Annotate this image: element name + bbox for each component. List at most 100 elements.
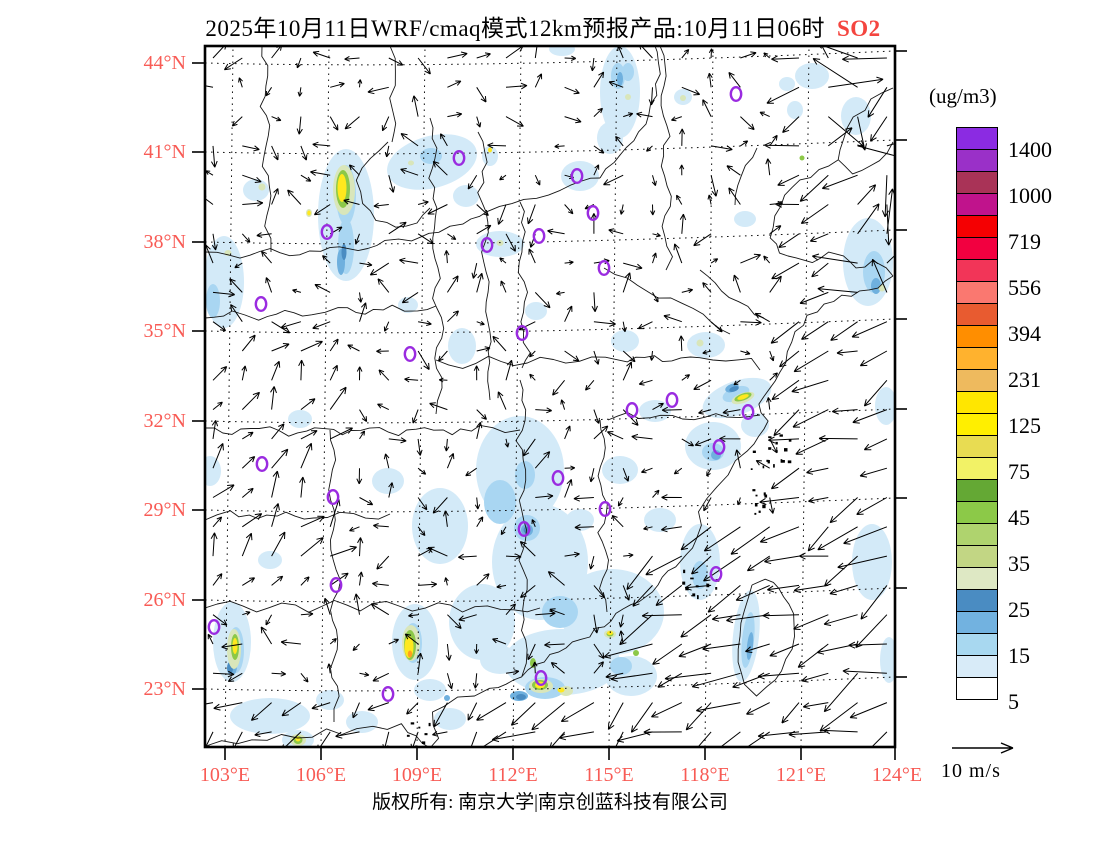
wind-vector — [491, 731, 536, 743]
city-marker — [741, 404, 755, 421]
wind-vector — [593, 425, 609, 440]
wind-vector — [229, 278, 243, 293]
wind-vector — [280, 321, 302, 330]
wind-vector — [322, 255, 331, 264]
wind-vector — [778, 233, 800, 248]
legend-value-label: 35 — [1008, 551, 1030, 576]
wind-vector — [534, 174, 541, 186]
wind-vector — [564, 479, 573, 498]
wind-vector — [769, 134, 778, 147]
wind-vector — [621, 321, 627, 333]
concentration-blob — [205, 456, 221, 486]
wind-vector — [645, 555, 683, 576]
wind-vector — [711, 145, 733, 152]
wind-vector — [487, 142, 507, 149]
wind-vector — [519, 541, 536, 557]
wind-vector — [384, 145, 390, 158]
wind-vector — [447, 233, 457, 240]
lat-axis-label: 32°N — [143, 410, 186, 432]
wind-vector — [726, 165, 741, 176]
wind-vector — [615, 135, 624, 147]
wind-vector — [710, 258, 719, 264]
wind-vector — [476, 272, 484, 293]
wind-vector — [527, 643, 536, 661]
island-speck — [690, 577, 694, 580]
concentration-blob — [408, 160, 414, 166]
wind-vector — [369, 262, 390, 276]
wind-vector — [300, 611, 314, 617]
wind-vector — [531, 519, 536, 527]
wind-vector — [593, 585, 606, 599]
wind-vector — [242, 431, 254, 440]
concentration-blob — [787, 101, 803, 119]
wind-vector — [608, 80, 624, 88]
city-marker — [517, 521, 531, 538]
concentration-blob — [610, 657, 632, 675]
wind-vector — [500, 280, 507, 293]
wind-vector — [265, 277, 273, 293]
wind-vector — [799, 291, 829, 305]
wind-vector — [476, 320, 485, 326]
wind-vector — [611, 515, 624, 528]
wind-vector — [632, 585, 653, 607]
wind-vector — [211, 420, 219, 439]
legend-color-cell — [956, 171, 998, 194]
wind-vector — [759, 526, 800, 543]
wind-vector — [593, 643, 605, 660]
city-marker — [452, 149, 466, 166]
wind-vector — [564, 425, 571, 440]
wind-vector — [205, 85, 214, 88]
wind-vector — [859, 467, 888, 478]
wind-vector — [702, 282, 712, 293]
wind-vector — [377, 278, 390, 293]
legend-color-cell — [956, 457, 998, 480]
wind-vector — [505, 233, 516, 252]
concentration-blob — [746, 632, 754, 660]
wind-vector — [797, 643, 829, 668]
wind-vector — [855, 614, 888, 648]
legend-color-cell — [956, 655, 998, 678]
wind-vector — [223, 57, 243, 71]
wind-vector — [205, 170, 214, 176]
wind-vector — [827, 127, 853, 147]
wind-vector — [212, 670, 235, 678]
wind-vector — [447, 614, 462, 629]
island-speck — [767, 460, 770, 464]
wind-vector — [593, 320, 616, 327]
concentration-blob — [420, 148, 442, 164]
wind-vector — [499, 174, 507, 181]
concentration-blob — [258, 551, 282, 569]
wind-vector — [352, 643, 360, 651]
wind-vector — [529, 373, 536, 381]
wind-vector — [818, 46, 858, 59]
wind-vector — [703, 555, 741, 582]
wind-vector — [564, 204, 574, 215]
wind-vector — [296, 57, 302, 69]
wind-vector — [793, 350, 829, 373]
wind-vector — [870, 116, 888, 142]
geo-boundary — [599, 46, 661, 179]
wind-vector — [367, 702, 389, 712]
wind-vector — [558, 731, 594, 741]
wind-vector — [406, 702, 419, 715]
wind-vector — [652, 643, 683, 665]
concentration-blob — [729, 386, 739, 392]
wind-vector — [702, 643, 741, 652]
wind-vector — [242, 174, 262, 183]
wind-vector — [607, 431, 624, 440]
wind-vector — [608, 228, 624, 235]
wind-vector — [298, 359, 305, 381]
wind-vector — [230, 304, 243, 322]
wind-vector — [767, 584, 800, 593]
wind-vector — [532, 661, 538, 674]
wind-vector — [432, 497, 448, 514]
island-speck — [715, 587, 718, 590]
wind-vector — [766, 86, 800, 104]
wind-vector — [676, 194, 683, 205]
wind-vector — [359, 302, 367, 322]
wind-vector — [702, 99, 712, 117]
wind-vector — [300, 537, 324, 557]
wind-vector — [867, 87, 888, 118]
wind-vector — [552, 379, 565, 396]
wind-vector — [734, 449, 741, 469]
